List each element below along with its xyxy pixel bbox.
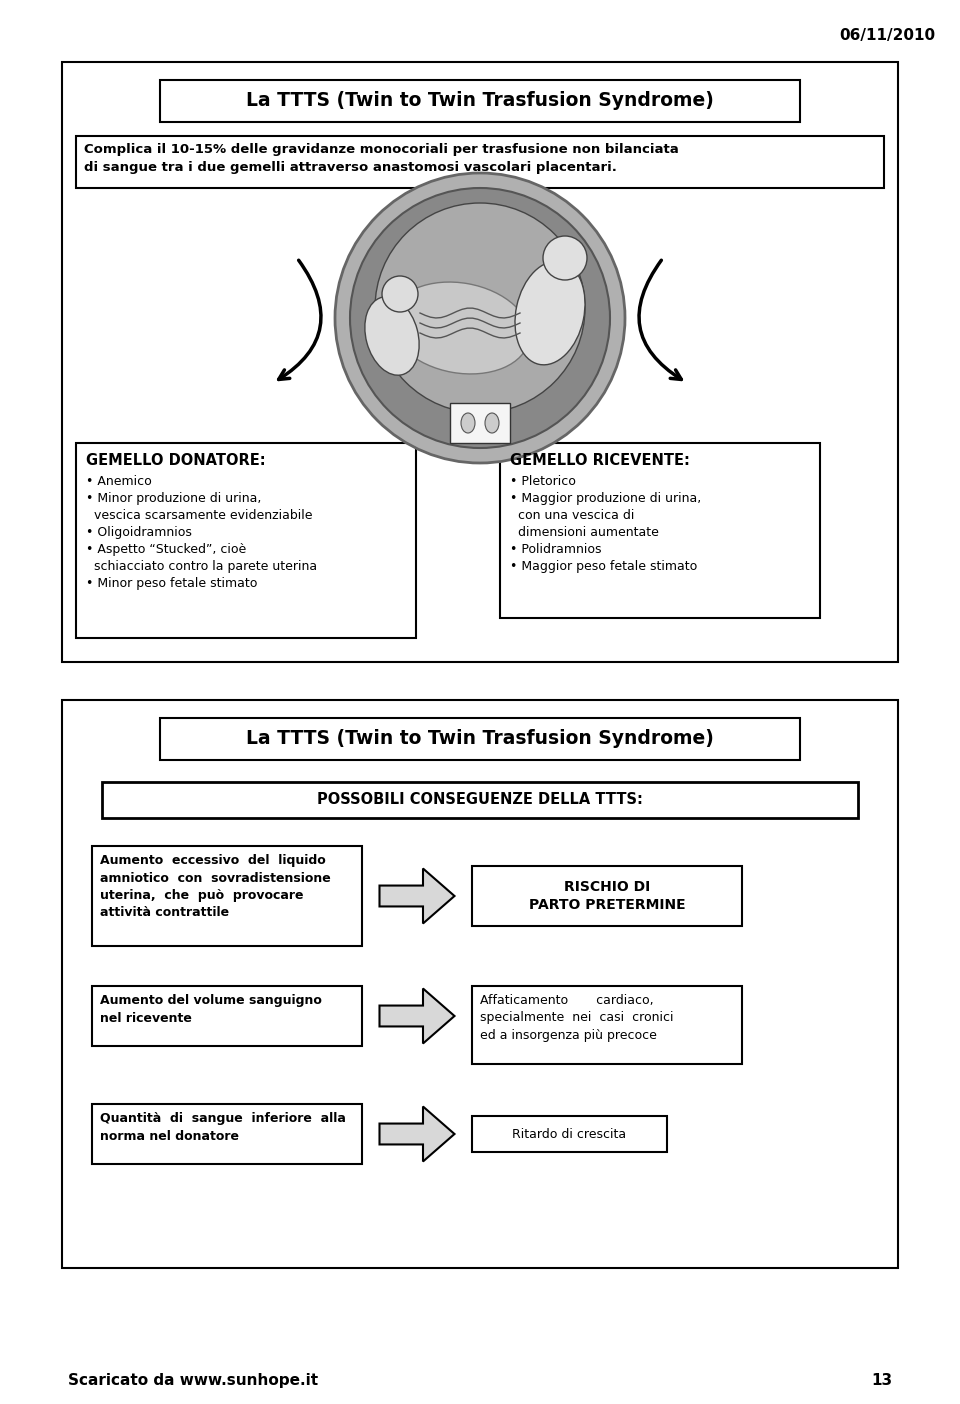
FancyBboxPatch shape (472, 986, 742, 1064)
FancyBboxPatch shape (76, 444, 416, 637)
Text: Ritardo di crescita: Ritardo di crescita (513, 1127, 627, 1140)
FancyBboxPatch shape (472, 866, 742, 927)
Ellipse shape (391, 282, 529, 373)
Text: Affaticamento       cardiaco,
specialmente  nei  casi  cronici
ed a insorgenza p: Affaticamento cardiaco, specialmente nei… (480, 994, 674, 1042)
FancyBboxPatch shape (102, 782, 858, 819)
Circle shape (382, 277, 418, 312)
Circle shape (543, 236, 587, 279)
FancyBboxPatch shape (472, 1116, 667, 1153)
FancyBboxPatch shape (160, 80, 800, 122)
Text: GEMELLO RICEVENTE:: GEMELLO RICEVENTE: (510, 453, 690, 468)
FancyBboxPatch shape (160, 717, 800, 760)
Ellipse shape (365, 296, 420, 375)
Circle shape (335, 173, 625, 463)
Polygon shape (379, 988, 454, 1043)
Text: La TTTS (Twin to Twin Trasfusion Syndrome): La TTTS (Twin to Twin Trasfusion Syndrom… (246, 91, 714, 111)
Circle shape (350, 188, 610, 448)
FancyBboxPatch shape (450, 403, 510, 444)
FancyBboxPatch shape (92, 986, 362, 1046)
FancyBboxPatch shape (92, 847, 362, 946)
FancyBboxPatch shape (62, 62, 898, 663)
Text: Quantità  di  sangue  inferiore  alla
norma nel donatore: Quantità di sangue inferiore alla norma … (100, 1112, 346, 1143)
Text: 06/11/2010: 06/11/2010 (839, 28, 935, 44)
Text: Scaricato da www.sunhope.it: Scaricato da www.sunhope.it (68, 1373, 318, 1389)
Text: GEMELLO DONATORE:: GEMELLO DONATORE: (86, 453, 266, 468)
Ellipse shape (515, 261, 585, 365)
Text: Aumento del volume sanguigno
nel ricevente: Aumento del volume sanguigno nel riceven… (100, 994, 322, 1025)
Text: RISCHIO DI
PARTO PRETERMINE: RISCHIO DI PARTO PRETERMINE (529, 880, 685, 913)
FancyBboxPatch shape (500, 444, 820, 618)
Text: POSSOBILI CONSEGUENZE DELLA TTTS:: POSSOBILI CONSEGUENZE DELLA TTTS: (317, 792, 643, 807)
Text: La TTTS (Twin to Twin Trasfusion Syndrome): La TTTS (Twin to Twin Trasfusion Syndrom… (246, 730, 714, 748)
FancyBboxPatch shape (92, 1104, 362, 1164)
Text: • Pletorico
• Maggior produzione di urina,
  con una vescica di
  dimensioni aum: • Pletorico • Maggior produzione di urin… (510, 475, 701, 573)
FancyBboxPatch shape (76, 136, 884, 188)
Polygon shape (379, 1106, 454, 1161)
Circle shape (375, 204, 585, 413)
Text: Aumento  eccessivo  del  liquido
amniotico  con  sovradistensione
uterina,  che : Aumento eccessivo del liquido amniotico … (100, 854, 331, 920)
Ellipse shape (485, 413, 499, 432)
Text: • Anemico
• Minor produzione di urina,
  vescica scarsamente evidenziabile
• Oli: • Anemico • Minor produzione di urina, v… (86, 475, 317, 590)
Text: 13: 13 (871, 1373, 892, 1389)
Text: Complica il 10-15% delle gravidanze monocoriali per trasfusione non bilanciata
d: Complica il 10-15% delle gravidanze mono… (84, 143, 679, 174)
FancyBboxPatch shape (62, 701, 898, 1268)
Polygon shape (379, 869, 454, 924)
Ellipse shape (461, 413, 475, 432)
